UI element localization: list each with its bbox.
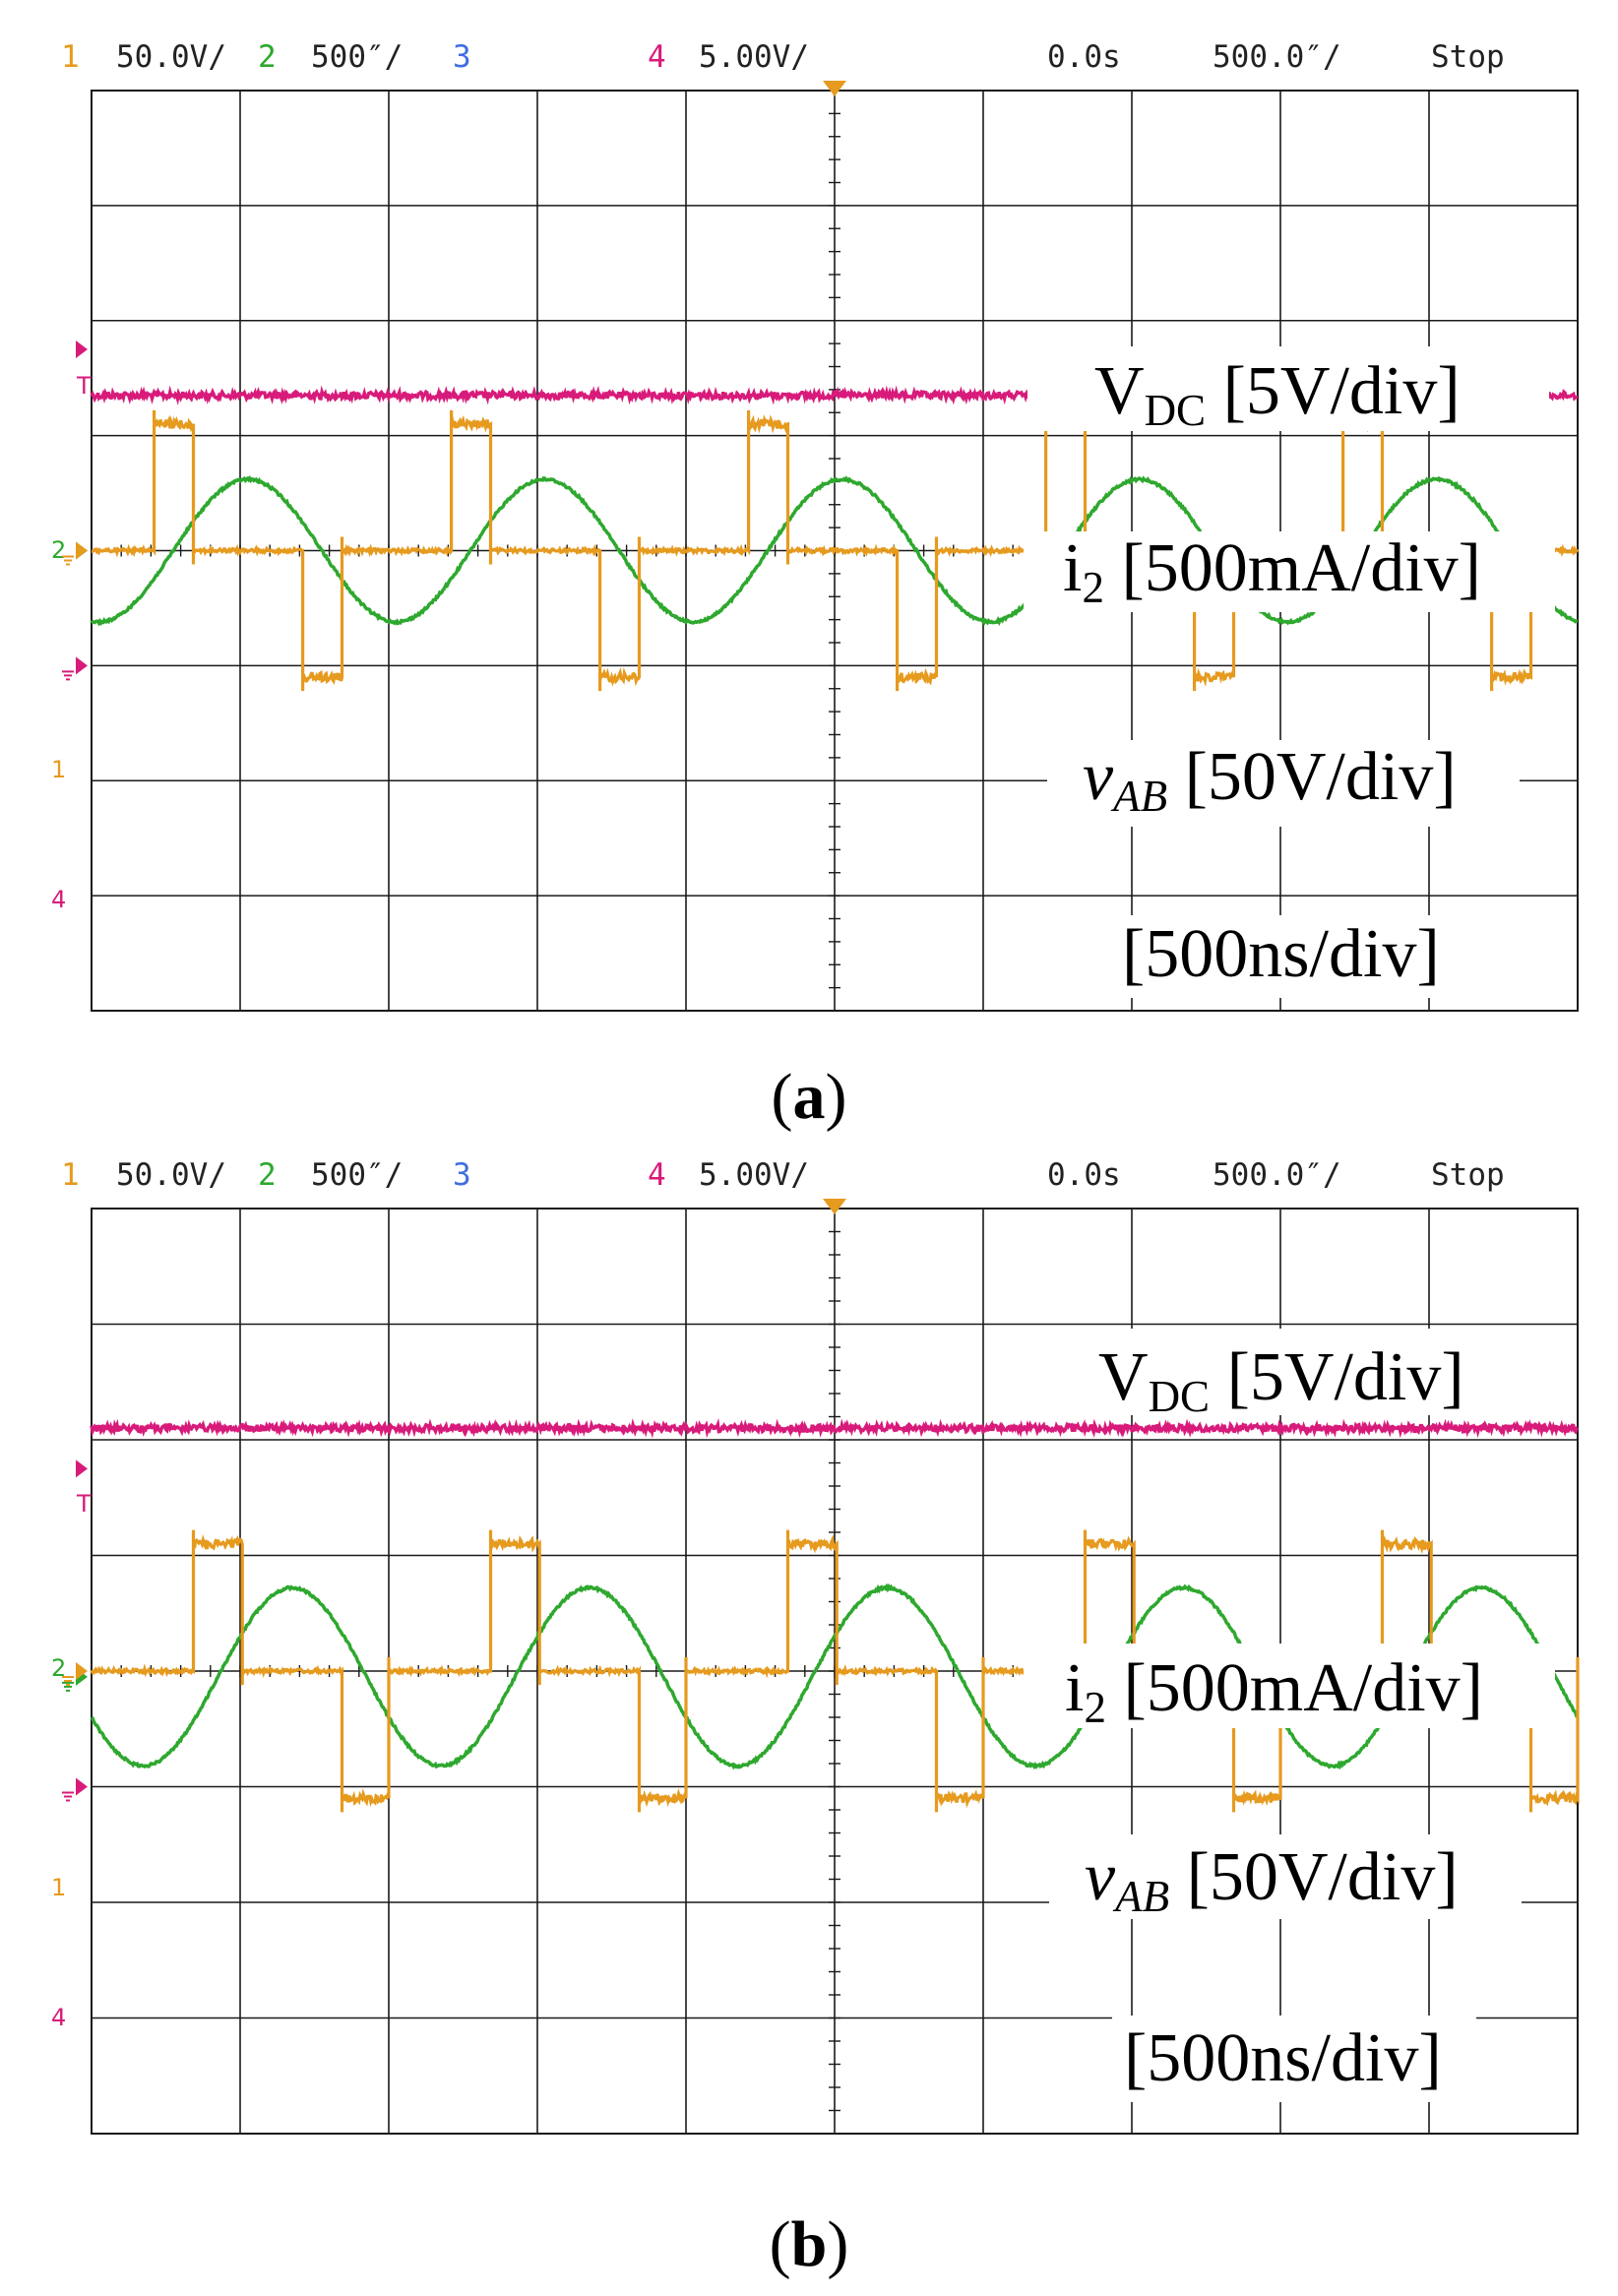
header-ch2-scale: 500″/ [311, 39, 403, 75]
scope-svg-a: 1 50.0V/ 2 500″/ 3 4 5.00V/ 0.0s 500.0″/… [51, 39, 1580, 1133]
ch1-ground-symbol [62, 1676, 74, 1686]
header-ch2-scale: 500″/ [311, 1157, 403, 1193]
time-scale-label: [500ns/div] [1124, 2020, 1442, 2096]
ch2-marker-label: 2 [51, 536, 66, 564]
header-ch3-number: 3 [453, 39, 471, 75]
scope-header-a: 1 50.0V/ 2 500″/ 3 4 5.00V/ 0.0s 500.0″/… [61, 39, 1505, 75]
scope-svg-b: 1 50.0V/ 2 500″/ 3 4 5.00V/ 0.0s 500.0″/… [51, 1157, 1580, 2280]
trace-i2 [90, 1582, 1579, 1770]
ch1-marker-label: 1 [51, 1874, 66, 1901]
header-ch3-number: 3 [453, 1157, 471, 1193]
scope-panel-b: 1 50.0V/ 2 500″/ 3 4 5.00V/ 0.0s 500.0″/… [0, 1146, 1618, 2296]
ch1-ground-symbol [62, 555, 74, 566]
header-ch1-number: 1 [61, 39, 80, 75]
i2-label: i2 [500mA/div] [1063, 530, 1481, 612]
time-scale-label: [500ns/div] [1122, 916, 1440, 992]
trigger-position-marker [823, 81, 846, 96]
ch4-ground-symbol [62, 670, 74, 681]
header-delay: 0.0s [1047, 39, 1121, 75]
ch4-ground-symbol [62, 1791, 74, 1802]
ch4-marker-label: 4 [51, 886, 66, 913]
channel-markers-b: T 2 1 4 [51, 1459, 92, 2031]
trigger-position-marker [823, 1199, 846, 1214]
vab-label: vAB [50V/div] [1083, 739, 1457, 821]
trace-labels-b: VDC [5V/div] i2 [500mA/div] vAB [50V/div… [1024, 1329, 1561, 2102]
ch4-level-arrow [76, 656, 88, 675]
header-ch4-number: 4 [648, 39, 666, 75]
scope-panel-a: 1 50.0V/ 2 500″/ 3 4 5.00V/ 0.0s 500.0″/… [0, 0, 1618, 1146]
i2-label: i2 [500mA/div] [1065, 1650, 1483, 1732]
trigger-level-arrow [76, 340, 88, 358]
header-status: Stop [1431, 39, 1505, 75]
panel-caption-b: (b) [770, 2208, 849, 2280]
ch1-marker-label: 1 [51, 756, 66, 783]
vab-label: vAB [50V/div] [1085, 1839, 1459, 1921]
ch2-marker-label: 2 [51, 1654, 66, 1682]
scope-header-b: 1 50.0V/ 2 500″/ 3 4 5.00V/ 0.0s 500.0″/… [61, 1157, 1505, 1193]
header-ch1-number: 1 [61, 1157, 80, 1193]
trace-vdc [90, 1418, 1579, 1439]
ch4-level-arrow [76, 1777, 88, 1796]
vdc-label: VDC [5V/div] [1098, 1339, 1464, 1421]
header-status: Stop [1431, 1157, 1505, 1193]
header-ch2-number: 2 [258, 1157, 277, 1193]
panel-caption-a: (a) [772, 1061, 847, 1133]
trigger-level-arrow [76, 1459, 88, 1478]
header-ch1-scale: 50.0V/ [116, 39, 226, 75]
ch1-level-arrow [76, 1662, 88, 1680]
trigger-marker-label: T [76, 372, 92, 400]
vdc-label: VDC [5V/div] [1094, 353, 1461, 435]
trace-labels-a: VDC [5V/div] i2 [500mA/div] vAB [50V/div… [1024, 346, 1555, 998]
ch1-level-arrow [76, 541, 88, 560]
header-ch4-number: 4 [648, 1157, 666, 1193]
header-delay: 0.0s [1047, 1157, 1121, 1193]
ch4-marker-label: 4 [51, 2004, 66, 2031]
channel-markers-a: T 2 1 4 [51, 340, 92, 913]
ch2-ground-symbol [62, 1681, 74, 1692]
header-ch4-scale: 5.00V/ [699, 1157, 809, 1193]
trigger-marker-label: T [76, 1490, 92, 1518]
header-ch2-number: 2 [258, 39, 277, 75]
header-timebase: 500.0″/ [1213, 39, 1341, 75]
header-ch1-scale: 50.0V/ [116, 1157, 226, 1193]
header-timebase: 500.0″/ [1213, 1157, 1341, 1193]
header-ch4-scale: 5.00V/ [699, 39, 809, 75]
